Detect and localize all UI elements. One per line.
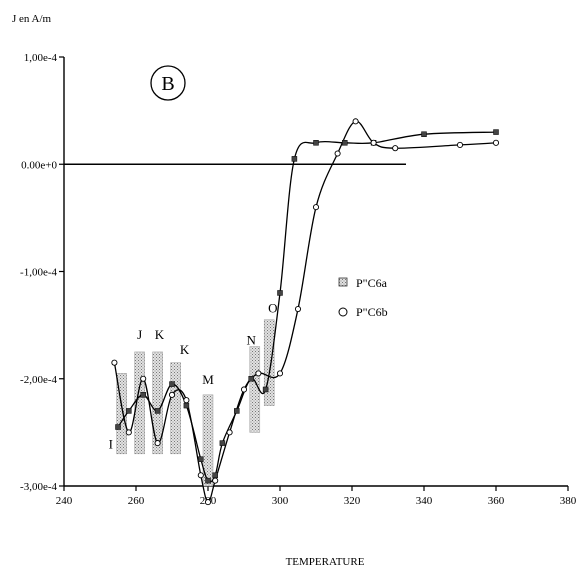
panel-label: B (161, 73, 174, 95)
point-b-7 (204, 499, 212, 506)
point-b-19 (456, 141, 464, 148)
point-b-9 (226, 429, 233, 436)
point-a-4 (169, 381, 175, 387)
x-tick-label-7: 380 (560, 495, 577, 507)
point-a-15 (313, 140, 319, 146)
annotation-3: K (180, 342, 190, 357)
y-tick-label-1: 0.00e+0 (21, 159, 57, 171)
point-a-16 (342, 140, 348, 146)
point-b-15 (334, 150, 341, 157)
point-b-14 (312, 204, 320, 211)
bar-3 (170, 362, 181, 455)
x-axis: 240260280300320340360380 (56, 485, 577, 507)
legend: P"C6a P"C6b (338, 276, 388, 319)
bar-6 (263, 319, 275, 406)
annotation-2: K (155, 327, 165, 342)
y-axis-label: J en A/m (12, 13, 52, 25)
point-a-11 (248, 376, 254, 382)
x-tick-label-3: 300 (272, 495, 289, 507)
x-tick-label-6: 360 (488, 495, 505, 507)
point-b-8 (212, 477, 219, 484)
point-b-18 (392, 145, 399, 152)
y-tick-label-0: 1,00e-4 (24, 52, 58, 64)
annotation-6: O (268, 300, 277, 315)
point-b-16 (352, 118, 359, 125)
x-tick-label-5: 340 (416, 495, 433, 507)
y-tick-label-3: -2,00e-4 (20, 374, 57, 386)
bar-4 (202, 394, 214, 487)
point-b-17 (370, 139, 377, 146)
point-a-10 (234, 408, 240, 414)
point-b-0 (111, 359, 118, 366)
point-a-1 (126, 408, 132, 414)
point-a-7 (205, 477, 211, 484)
legend-marker-circle (338, 307, 348, 317)
annotation-5: N (247, 332, 257, 347)
legend-marker-square (338, 277, 348, 287)
point-b-11 (255, 370, 262, 377)
point-b-4 (168, 391, 176, 398)
point-b-6 (197, 472, 204, 479)
point-b-13 (294, 305, 302, 313)
point-b-12 (276, 370, 284, 377)
point-a-2 (140, 392, 146, 398)
legend-label-series-b: P"C6b (356, 305, 388, 319)
x-tick-label-0: 240 (56, 495, 73, 507)
panel-badge-circle (150, 65, 186, 101)
point-a-0 (115, 424, 121, 430)
annotation-0: I (109, 436, 113, 451)
point-a-18 (421, 131, 427, 137)
point-a-14 (291, 156, 298, 162)
point-a-13 (277, 290, 283, 296)
series-points (111, 118, 500, 506)
point-a-6 (198, 456, 204, 462)
y-tick-label-4: -3,00e-4 (20, 481, 57, 493)
point-a-12 (262, 386, 269, 393)
annotation-1: J (137, 327, 142, 342)
point-b-5 (183, 397, 190, 404)
y-axis: 1,00e-4 0.00e+0 -1,00e-4 -2,00e-4 -3,00e-4 (20, 52, 65, 493)
y-tick-label-2: -1,00e-4 (20, 267, 57, 279)
bar-5 (249, 346, 261, 433)
point-b-1 (125, 429, 132, 436)
point-a-9 (219, 440, 226, 446)
point-a-5 (183, 402, 190, 409)
point-a-3 (154, 408, 161, 414)
point-b-20 (492, 139, 500, 146)
legend-label-series-a: P"C6a (356, 276, 388, 290)
x-axis-label: TEMPERATURE (286, 556, 365, 568)
x-tick-label-1: 260 (128, 495, 145, 507)
panel-badge: B (150, 65, 186, 101)
annotation-4: M (202, 372, 214, 387)
point-a-8 (212, 472, 218, 479)
point-a-19 (493, 129, 499, 135)
x-tick-label-4: 320 (344, 495, 361, 507)
point-b-10 (240, 386, 248, 393)
point-b-3 (154, 440, 161, 447)
point-b-2 (140, 375, 147, 382)
